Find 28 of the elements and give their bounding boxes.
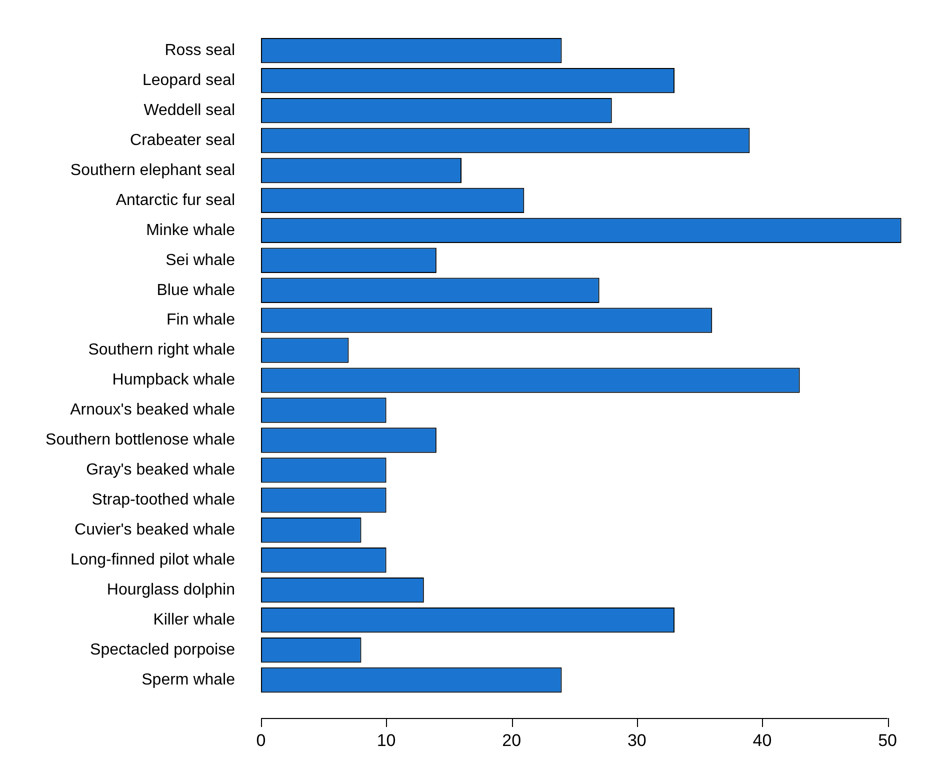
x-tick-label: 20 xyxy=(502,730,522,750)
y-tick-label: Cuvier's beaked whale xyxy=(74,522,236,539)
y-tick-label: Leopard seal xyxy=(142,72,235,89)
y-tick-label: Minke whale xyxy=(146,222,236,239)
y-tick-label: Blue whale xyxy=(156,282,236,299)
y-tick-label: Ross seal xyxy=(164,42,235,59)
y-tick-label: Long-finned pilot whale xyxy=(70,552,236,569)
y-tick-label: Spectacled porpoise xyxy=(90,641,236,658)
y-tick-label: Killer whale xyxy=(153,611,236,628)
x-tick-label: 40 xyxy=(752,730,772,750)
y-tick-label: Sei whale xyxy=(166,252,236,269)
y-tick-label: Antarctic fur seal xyxy=(116,192,235,209)
x-tick-label: 50 xyxy=(878,730,898,750)
x-tick-label: 0 xyxy=(256,730,266,750)
y-tick-label: Strap-toothed whale xyxy=(92,492,236,509)
y-tick-label: Southern right whale xyxy=(88,342,236,359)
y-tick-label: Humpback whale xyxy=(112,372,236,389)
y-tick-label: Sperm whale xyxy=(142,671,236,688)
y-tick-label: Gray's beaked whale xyxy=(86,462,236,479)
y-tick-label: Hourglass dolphin xyxy=(106,582,235,598)
x-tick-label: 30 xyxy=(627,730,646,750)
y-tick-label: Crabeater seal xyxy=(130,132,235,149)
y-tick-label: Southern bottlenose whale xyxy=(46,432,236,449)
x-tick-label: 10 xyxy=(376,730,396,750)
y-tick-label: Fin whale xyxy=(166,312,236,329)
y-tick-label: Southern elephant seal xyxy=(70,162,235,179)
y-tick-label: Weddell seal xyxy=(144,102,235,119)
y-tick-label: Arnoux's beaked whale xyxy=(70,402,236,419)
